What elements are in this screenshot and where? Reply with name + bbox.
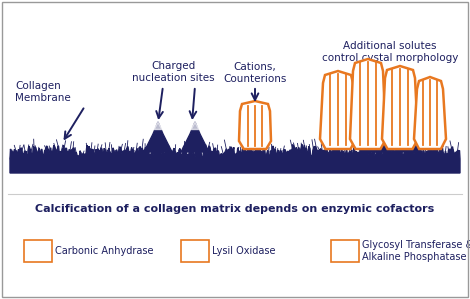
Text: Additional solutes
control cystal morphology: Additional solutes control cystal morpho… (322, 41, 458, 63)
Polygon shape (350, 59, 386, 149)
Polygon shape (394, 130, 422, 152)
Polygon shape (154, 122, 162, 129)
Polygon shape (371, 130, 379, 135)
Text: Sequential process of eggshell mineralization: Sequential process of eggshell mineraliz… (124, 162, 346, 172)
Text: Mn: Mn (334, 245, 356, 257)
Polygon shape (414, 77, 446, 149)
Polygon shape (144, 122, 172, 152)
Polygon shape (191, 122, 199, 129)
Polygon shape (239, 101, 271, 149)
Text: Cations,
Counterions: Cations, Counterions (223, 62, 287, 84)
FancyBboxPatch shape (181, 240, 209, 262)
Text: Glycosyl Transferase &
Alkaline Phosphatase: Glycosyl Transferase & Alkaline Phosphat… (362, 240, 470, 262)
Text: Carbonic Anhydrase: Carbonic Anhydrase (55, 246, 154, 256)
Polygon shape (181, 122, 209, 152)
Polygon shape (320, 71, 356, 149)
Text: Calcification of a collagen matrix depends on enzymic cofactors: Calcification of a collagen matrix depen… (35, 204, 435, 214)
Polygon shape (361, 130, 389, 152)
Text: Charged
nucleation sites: Charged nucleation sites (132, 61, 214, 83)
Text: Cu: Cu (186, 245, 204, 257)
Text: Collagen
Membrane: Collagen Membrane (15, 81, 71, 103)
FancyBboxPatch shape (24, 240, 52, 262)
Polygon shape (382, 66, 418, 149)
Polygon shape (10, 144, 460, 173)
Text: Lysil Oxidase: Lysil Oxidase (212, 246, 275, 256)
FancyBboxPatch shape (331, 240, 359, 262)
Polygon shape (404, 130, 412, 135)
Text: Zn: Zn (29, 245, 47, 257)
